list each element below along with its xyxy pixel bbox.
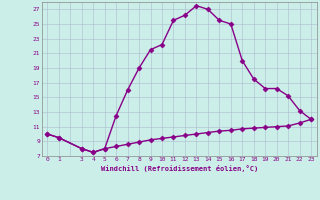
X-axis label: Windchill (Refroidissement éolien,°C): Windchill (Refroidissement éolien,°C)	[100, 165, 258, 172]
